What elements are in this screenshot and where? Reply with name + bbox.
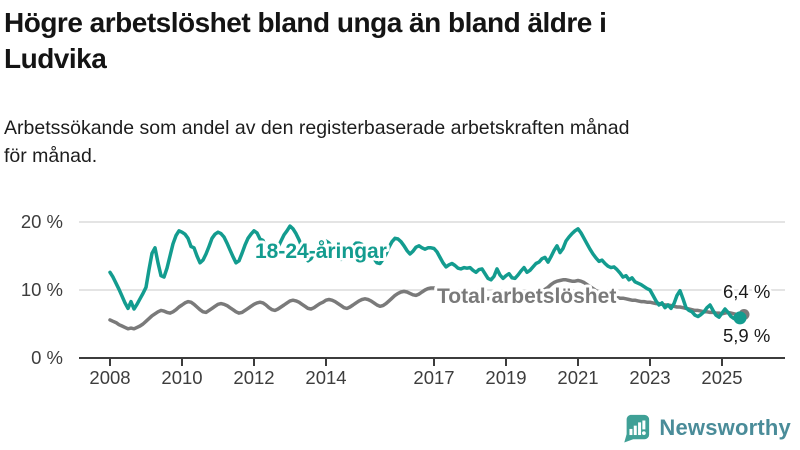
x-axis-label: 2010	[161, 367, 202, 388]
y-axis-label: 10 %	[21, 279, 63, 300]
series-line-total	[108, 278, 742, 331]
x-axis-label: 2014	[305, 367, 346, 388]
series-end-dot-youth	[733, 311, 747, 325]
x-axis-label: 2019	[485, 367, 526, 388]
y-axis-label: 20 %	[21, 211, 63, 232]
bar-small	[629, 428, 633, 436]
bar-large	[638, 422, 642, 436]
series-label: 18-24-åringar	[255, 240, 387, 263]
x-axis-label: 2008	[89, 367, 130, 388]
subtitle-line-1: Arbetssökande som andel av den registerb…	[4, 117, 630, 139]
x-axis-label: 2021	[557, 367, 598, 388]
title-line-2: Ludvika	[4, 43, 107, 74]
page-title: Högre arbetslöshet bland unga än bland ä…	[4, 5, 607, 77]
newsworthy-bar-chart-bubble-icon	[624, 414, 650, 443]
title-line-1: Högre arbetslöshet bland unga än bland ä…	[4, 7, 607, 38]
bar-medium	[634, 425, 638, 436]
newsworthy-logo[interactable]: Newsworthy	[621, 413, 791, 443]
subtitle-line-2: för månad.	[4, 145, 98, 167]
exclamation-dot	[642, 431, 647, 436]
series-line-youth	[108, 224, 742, 321]
exclamation-stem	[642, 420, 646, 430]
x-axis-label: 2025	[701, 367, 742, 388]
x-axis-label: 2017	[413, 367, 454, 388]
x-axis-label: 2023	[629, 367, 670, 388]
brand-name: Newsworthy	[659, 415, 791, 440]
end-value-label: 6,4 %	[723, 281, 770, 302]
end-value-label: 5,9 %	[723, 325, 770, 346]
chart-subtitle: Arbetssökande som andel av den registerb…	[4, 114, 629, 170]
series-label: Total arbetslöshet	[437, 285, 616, 308]
y-axis-label: 0 %	[31, 347, 63, 368]
x-axis-label: 2012	[233, 367, 274, 388]
